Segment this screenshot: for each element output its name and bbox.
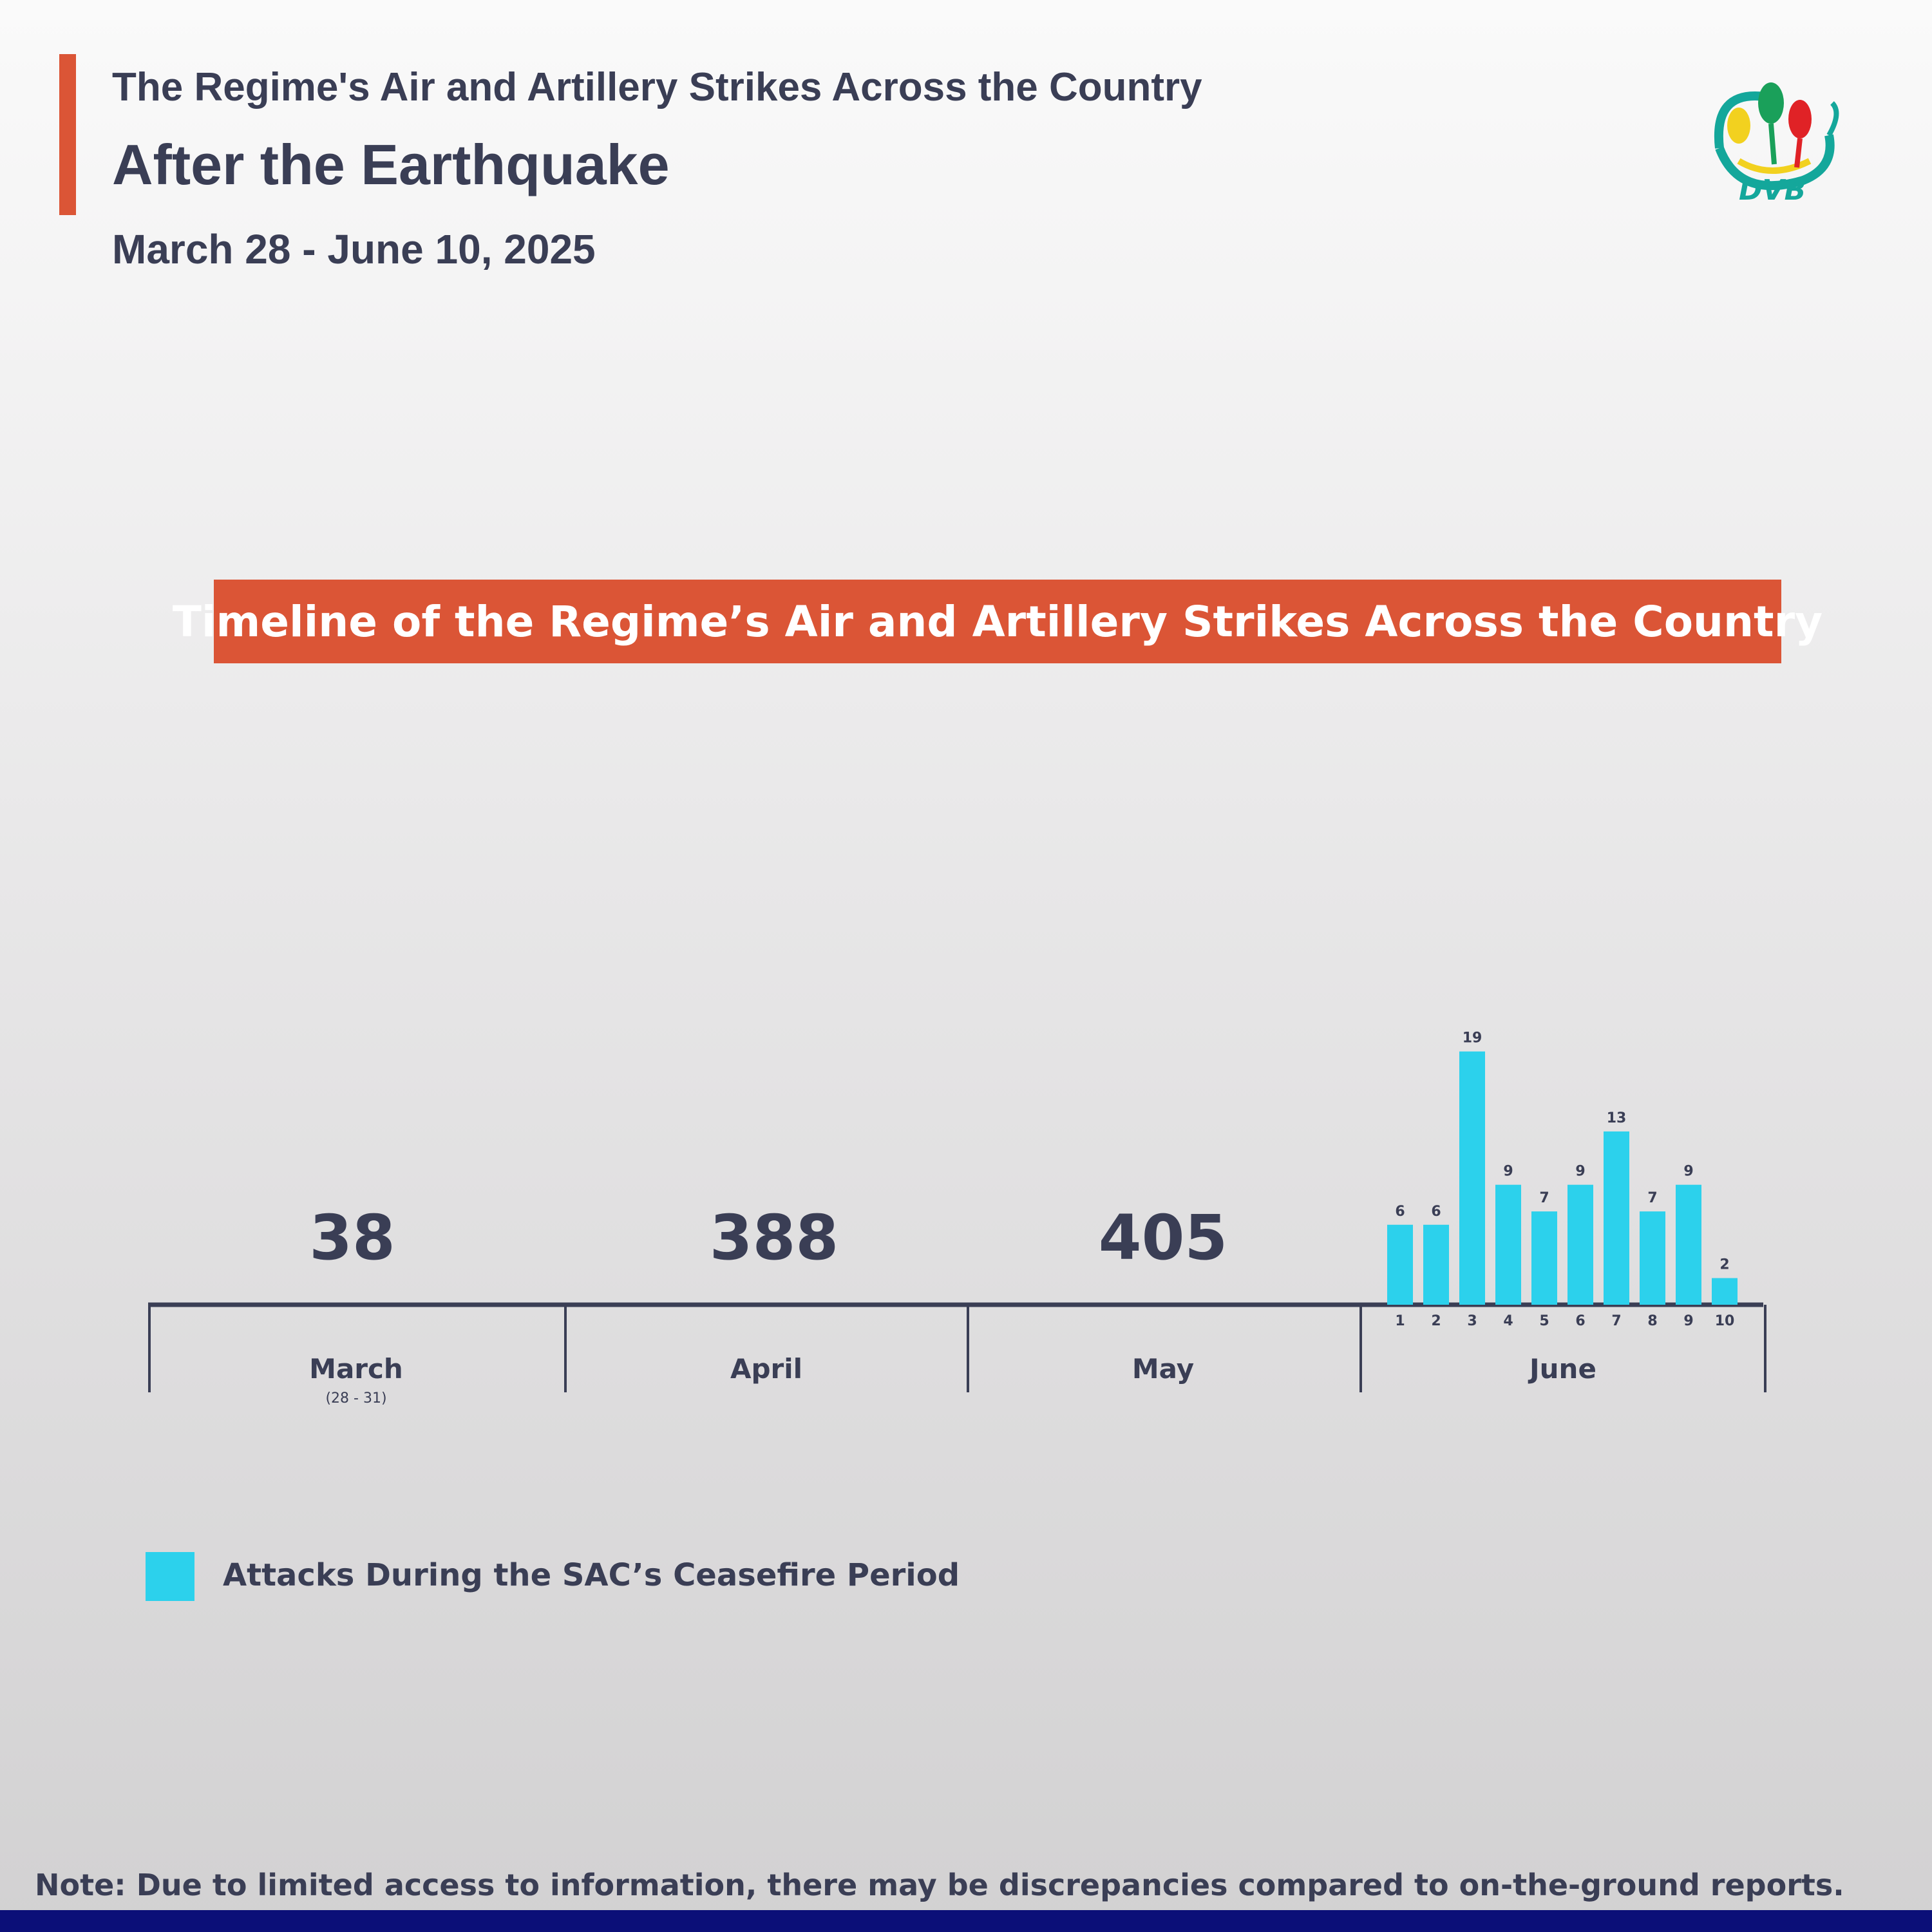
june-bar-value-label: 13 xyxy=(1607,1110,1627,1126)
june-bar xyxy=(1604,1131,1629,1305)
timeline-chart: 38 March (28 - 31) 388 April 405 May 6 1 6 2 19 3 9 4 7… xyxy=(148,1030,1766,1406)
month-label: March xyxy=(309,1353,403,1385)
june-bar xyxy=(1712,1278,1738,1305)
june-bar-value-label: 7 xyxy=(1647,1190,1657,1206)
june-day-tick-label: 9 xyxy=(1683,1313,1693,1329)
june-bar xyxy=(1423,1224,1449,1305)
dvb-logo-icon xyxy=(1714,82,1839,191)
super-title: The Regime's Air and Artillery Strikes A… xyxy=(112,65,1202,109)
june-day-tick-label: 10 xyxy=(1715,1313,1735,1329)
june-bar xyxy=(1459,1051,1485,1305)
june-bar-value-label: 19 xyxy=(1463,1030,1482,1046)
june-day-tick-label: 7 xyxy=(1611,1313,1621,1329)
month-sublabel: (28 - 31) xyxy=(325,1390,386,1406)
footer-bar xyxy=(0,1910,1932,1932)
june-bar-value-label: 9 xyxy=(1503,1164,1513,1180)
month-label: May xyxy=(1132,1353,1194,1385)
june-day-tick-label: 8 xyxy=(1647,1313,1657,1329)
june-bar-value-label: 9 xyxy=(1575,1164,1585,1180)
june-bar xyxy=(1676,1184,1701,1305)
page-title: After the Earthquake xyxy=(112,133,670,196)
june-bar xyxy=(1531,1211,1557,1305)
date-range: March 28 - June 10, 2025 xyxy=(112,226,596,272)
june-bar-value-label: 9 xyxy=(1683,1164,1693,1180)
june-bar-value-label: 7 xyxy=(1539,1190,1549,1206)
chart-title: Timeline of the Regime’s Air and Artille… xyxy=(172,596,1823,647)
june-bar xyxy=(1495,1184,1521,1305)
june-day-tick-label: 3 xyxy=(1467,1313,1477,1329)
june-bar xyxy=(1387,1224,1413,1305)
june-bar xyxy=(1640,1211,1665,1305)
legend-label: Attacks During the SAC’s Ceasefire Perio… xyxy=(223,1557,960,1593)
june-bar xyxy=(1567,1184,1593,1305)
june-bar-value-label: 2 xyxy=(1719,1257,1729,1273)
june-day-tick-label: 5 xyxy=(1539,1313,1549,1329)
accent-bar xyxy=(59,54,76,215)
month-total-value: 388 xyxy=(710,1202,838,1274)
chart-title-banner: Timeline of the Regime’s Air and Artille… xyxy=(173,580,1823,663)
legend-swatch xyxy=(146,1552,194,1601)
logo-text: DVB xyxy=(1739,174,1806,207)
june-day-tick-label: 6 xyxy=(1575,1313,1585,1329)
footnote: Note: Due to limited access to informati… xyxy=(35,1868,1844,1902)
june-bar-value-label: 6 xyxy=(1395,1204,1405,1220)
month-total-value: 38 xyxy=(309,1202,395,1274)
june-day-tick-label: 1 xyxy=(1395,1313,1405,1329)
month-label: June xyxy=(1528,1353,1596,1385)
june-bar-value-label: 6 xyxy=(1431,1204,1441,1220)
month-total-value: 405 xyxy=(1099,1202,1227,1274)
month-label: April xyxy=(730,1353,802,1385)
june-day-tick-label: 2 xyxy=(1431,1313,1441,1329)
june-day-tick-label: 4 xyxy=(1503,1313,1513,1329)
